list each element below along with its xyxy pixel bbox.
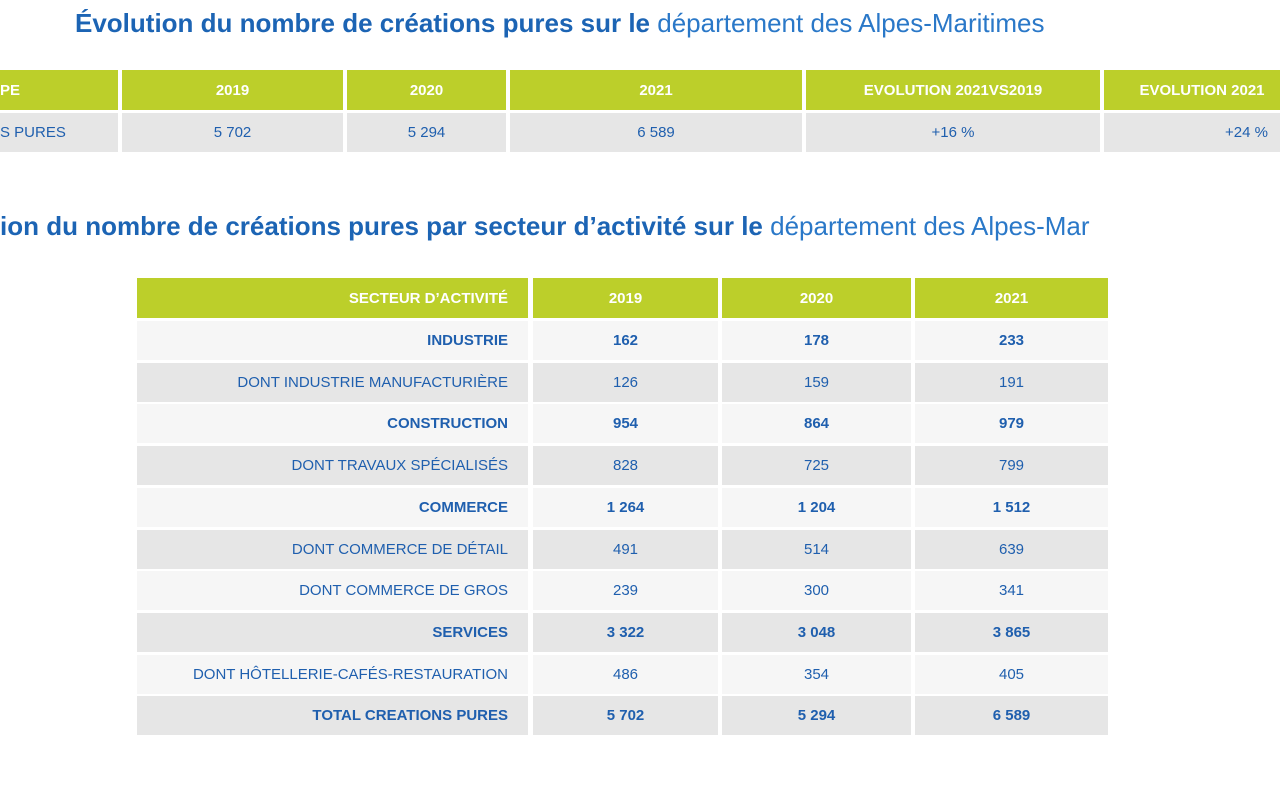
header-cell: 2021: [510, 70, 802, 110]
table-cell: 6 589: [915, 696, 1108, 736]
table-cell: 639: [915, 529, 1108, 569]
table-cell: 233: [915, 321, 1108, 360]
table-cell: CONSTRUCTION: [137, 404, 528, 444]
table-cell: 799: [915, 446, 1108, 486]
table-cell: 3 865: [915, 612, 1108, 652]
table-cell: 354: [722, 654, 911, 694]
table-cell: 405: [915, 654, 1108, 694]
header-cell: SECTEUR D’ACTIVITÉ: [137, 278, 528, 318]
table-cell: 126: [533, 362, 718, 402]
title: ion du nombre de créations pures par sec…: [0, 211, 1090, 242]
table-cell: +24 %: [1104, 113, 1280, 152]
header-cell: 2020: [347, 70, 506, 110]
table-cell: 6 589: [510, 113, 802, 152]
title-light: département des Alpes-Mar: [770, 211, 1090, 241]
title-bold: Évolution du nombre de créations pures s…: [75, 8, 650, 38]
table-cell: SERVICES: [137, 612, 528, 652]
table-cell: 5 702: [533, 696, 718, 736]
header-cell: PE: [0, 70, 118, 110]
table-cell: 725: [722, 446, 911, 486]
table-cell: 159: [722, 362, 911, 402]
table-cell: 1 204: [722, 487, 911, 527]
table-cell: 162: [533, 321, 718, 360]
table-cell: 5 294: [722, 696, 911, 736]
header-cell: 2020: [722, 278, 911, 318]
header-cell: 2021: [915, 278, 1108, 318]
table-cell: 979: [915, 404, 1108, 444]
table-cell: 3 048: [722, 612, 911, 652]
title-light: département des Alpes-Maritimes: [657, 8, 1045, 38]
title: Évolution du nombre de créations pures s…: [75, 8, 1045, 39]
table-cell: TOTAL CREATIONS PURES: [137, 696, 528, 736]
table-cell: DONT COMMERCE DE GROS: [137, 571, 528, 611]
table-cell: 239: [533, 571, 718, 611]
table-cell: DONT TRAVAUX SPÉCIALISÉS: [137, 446, 528, 486]
table-cell: 3 322: [533, 612, 718, 652]
table-cell: INDUSTRIE: [137, 321, 528, 360]
table-cell: 300: [722, 571, 911, 611]
header-cell: 2019: [122, 70, 343, 110]
table-cell: +16 %: [806, 113, 1100, 152]
table-cell: DONT COMMERCE DE DÉTAIL: [137, 529, 528, 569]
table-cell: 486: [533, 654, 718, 694]
header-cell: EVOLUTION 2021VS2019: [806, 70, 1100, 110]
table-cell: 864: [722, 404, 911, 444]
table-cell: 1 512: [915, 487, 1108, 527]
header-cell: EVOLUTION 2021: [1104, 70, 1280, 110]
table-cell: COMMERCE: [137, 487, 528, 527]
table-cell: 341: [915, 571, 1108, 611]
header-cell: 2019: [533, 278, 718, 318]
table-cell: 5 702: [122, 113, 343, 152]
title-bold: ion du nombre de créations pures par sec…: [0, 211, 763, 241]
table-cell: S PURES: [0, 113, 118, 152]
table-cell: 5 294: [347, 113, 506, 152]
table-cell: 1 264: [533, 487, 718, 527]
table-cell: 954: [533, 404, 718, 444]
table-cell: 491: [533, 529, 718, 569]
table-cell: 178: [722, 321, 911, 360]
table-cell: 514: [722, 529, 911, 569]
table-cell: 828: [533, 446, 718, 486]
table-cell: 191: [915, 362, 1108, 402]
table-cell: DONT INDUSTRIE MANUFACTURIÈRE: [137, 362, 528, 402]
table-cell: DONT HÔTELLERIE-CAFÉS-RESTAURATION: [137, 654, 528, 694]
